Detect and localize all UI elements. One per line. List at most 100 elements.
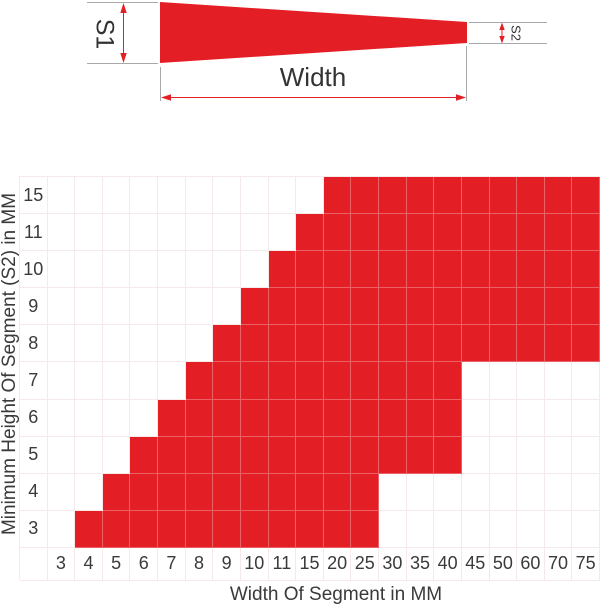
grid-cell <box>158 510 186 548</box>
tapered-segment-shape <box>160 2 467 63</box>
x-axis-label: 7 <box>158 547 186 581</box>
extension-lines <box>87 2 547 101</box>
grid-cell <box>185 288 214 326</box>
grid-cell <box>158 177 186 215</box>
grid-cell <box>185 177 214 215</box>
grid-cell <box>406 288 435 326</box>
grid-cell <box>213 473 241 511</box>
grid-cell <box>240 399 269 437</box>
grid-cell <box>544 362 573 400</box>
grid-cell <box>75 251 103 289</box>
grid-cell <box>544 251 573 289</box>
grid-cell <box>240 362 269 400</box>
grid-cell <box>213 325 241 363</box>
x-axis-label: 6 <box>130 547 159 581</box>
grid-cell <box>213 362 241 400</box>
grid-cell <box>461 288 490 326</box>
grid-cell <box>461 362 490 400</box>
grid-cell <box>213 177 241 215</box>
y-axis-label: 5 <box>20 436 48 474</box>
x-axis-label: 5 <box>102 547 131 581</box>
x-axis-label: 20 <box>323 547 352 581</box>
grid-cell <box>517 399 545 437</box>
grid-cell <box>47 436 76 474</box>
grid-cell <box>102 288 131 326</box>
x-axis-label: 11 <box>268 547 297 581</box>
grid-cell <box>461 510 490 548</box>
grid-cell <box>351 436 380 474</box>
grid-cell <box>461 399 490 437</box>
grid-cell <box>102 436 131 474</box>
grid-cell <box>351 214 380 252</box>
grid-cell <box>296 325 324 363</box>
y-axis-label: 6 <box>20 399 48 437</box>
grid-cell <box>47 473 76 511</box>
y-axis-label: 15 <box>20 177 48 215</box>
grid-cell <box>379 473 407 511</box>
grid-cell <box>102 362 131 400</box>
grid-cell <box>379 288 407 326</box>
grid-cell <box>517 177 545 215</box>
grid-cell <box>75 325 103 363</box>
x-axis-label: 10 <box>240 547 269 581</box>
x-axis-label: 45 <box>461 547 490 581</box>
grid-cell <box>489 288 518 326</box>
grid-cell <box>47 214 76 252</box>
grid-cell <box>461 177 490 215</box>
grid-cell <box>102 473 131 511</box>
grid-cell <box>517 251 545 289</box>
grid-cell <box>461 473 490 511</box>
dimension-arrows <box>120 3 505 101</box>
grid-cell <box>75 214 103 252</box>
grid-cell <box>268 399 297 437</box>
grid-cell <box>489 214 518 252</box>
x-axis-label: 70 <box>544 547 573 581</box>
grid-cell <box>75 436 103 474</box>
grid-cell <box>406 177 435 215</box>
grid-cell <box>268 251 297 289</box>
grid-cell <box>323 288 352 326</box>
grid-cell <box>268 288 297 326</box>
grid-cell <box>544 473 573 511</box>
grid-cell <box>102 177 131 215</box>
grid-cell <box>434 473 462 511</box>
grid-cell <box>434 325 462 363</box>
grid-cell <box>489 325 518 363</box>
grid-cell <box>75 177 103 215</box>
grid-cell <box>75 510 103 548</box>
grid-cell <box>489 251 518 289</box>
grid-cell <box>406 399 435 437</box>
grid-cell <box>434 251 462 289</box>
grid-cell <box>240 214 269 252</box>
x-axis-label: 4 <box>75 547 103 581</box>
grid-cell <box>406 214 435 252</box>
grid-cell <box>47 399 76 437</box>
grid-cell <box>185 436 214 474</box>
grid-cell <box>351 177 380 215</box>
grid-cell <box>489 510 518 548</box>
grid-cell <box>351 325 380 363</box>
grid-cell <box>240 288 269 326</box>
grid-cell <box>75 362 103 400</box>
grid-cell <box>572 473 600 511</box>
grid-cell <box>544 288 573 326</box>
s1-dimension-label: S1 <box>90 18 119 50</box>
grid-cell <box>102 325 131 363</box>
grid-cell <box>434 399 462 437</box>
grid-cell <box>572 251 600 289</box>
grid-cell <box>185 251 214 289</box>
grid-cell <box>296 177 324 215</box>
grid-cell <box>240 325 269 363</box>
grid-cell <box>130 288 159 326</box>
grid-cell <box>130 214 159 252</box>
grid-cell <box>572 288 600 326</box>
grid-cell <box>130 251 159 289</box>
grid-cell <box>323 473 352 511</box>
x-axis-title: Width Of Segment in MM <box>229 584 443 605</box>
grid-cell <box>351 251 380 289</box>
grid-cell <box>158 325 186 363</box>
grid-cell <box>572 399 600 437</box>
grid-cell <box>185 325 214 363</box>
x-axis-label: 15 <box>296 547 324 581</box>
